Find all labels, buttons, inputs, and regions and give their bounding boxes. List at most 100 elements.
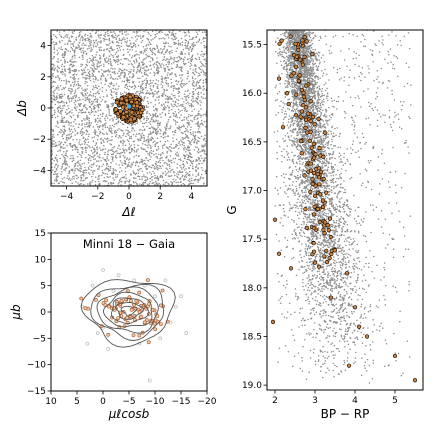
background-star	[175, 145, 177, 147]
background-star	[322, 109, 324, 112]
background-star	[108, 86, 111, 88]
background-star	[106, 162, 108, 165]
background-star	[102, 163, 105, 166]
background-star	[73, 121, 75, 123]
background-star	[193, 44, 195, 46]
background-star	[82, 137, 84, 139]
background-star	[153, 66, 155, 68]
background-star	[202, 85, 204, 88]
background-star	[106, 94, 108, 96]
background-star	[85, 123, 88, 126]
background-star	[148, 165, 150, 168]
background-star	[152, 79, 155, 82]
background-star	[78, 183, 80, 186]
background-star	[301, 85, 304, 87]
background-star	[52, 90, 55, 93]
background-star	[339, 176, 341, 178]
background-star	[205, 153, 207, 155]
background-star	[146, 79, 148, 82]
background-star	[74, 57, 76, 59]
background-star	[70, 133, 72, 135]
background-star	[130, 183, 132, 186]
background-star	[189, 46, 191, 48]
background-star	[60, 109, 63, 112]
background-star	[171, 182, 174, 184]
x-tick-label: −15	[172, 397, 191, 407]
background-star	[205, 169, 207, 172]
background-star	[343, 337, 346, 339]
background-star	[155, 82, 157, 85]
background-star	[353, 121, 355, 123]
background-star	[51, 67, 54, 69]
background-star	[195, 67, 197, 70]
background-star	[364, 168, 367, 170]
background-star	[199, 79, 202, 81]
background-star	[106, 126, 109, 128]
background-star	[154, 99, 157, 101]
background-star	[107, 68, 110, 71]
background-star	[187, 139, 189, 142]
background-star	[136, 70, 138, 73]
background-star	[191, 138, 194, 141]
background-star	[70, 128, 73, 131]
background-star	[107, 74, 109, 76]
background-star	[321, 217, 323, 219]
background-star	[65, 151, 68, 153]
background-star	[388, 233, 391, 236]
background-star	[193, 149, 196, 151]
background-star	[98, 46, 100, 49]
background-star	[149, 49, 152, 51]
background-star	[157, 120, 159, 122]
background-star	[280, 64, 283, 66]
background-star	[157, 51, 159, 54]
background-star	[90, 47, 93, 49]
background-star	[186, 129, 188, 131]
background-star	[116, 72, 119, 74]
background-star	[80, 134, 83, 136]
background-star	[171, 105, 173, 107]
background-star	[162, 172, 164, 174]
background-star	[200, 62, 203, 65]
background-star	[57, 87, 60, 89]
background-star	[144, 163, 147, 165]
background-star	[63, 181, 65, 184]
background-star	[77, 165, 79, 167]
background-star	[65, 138, 68, 141]
background-star	[153, 47, 155, 50]
background-star	[146, 81, 149, 83]
background-star	[187, 149, 189, 151]
background-star	[356, 35, 358, 37]
background-star	[77, 99, 79, 102]
background-star	[184, 44, 186, 46]
background-star	[59, 149, 61, 152]
background-star	[338, 135, 341, 138]
background-star	[203, 138, 205, 140]
background-star	[123, 37, 125, 39]
background-star	[70, 46, 72, 49]
background-star	[91, 64, 93, 66]
background-star	[313, 163, 316, 166]
background-star	[91, 75, 93, 77]
background-star	[185, 176, 188, 178]
background-star	[60, 146, 62, 149]
background-star	[320, 135, 322, 138]
background-star	[75, 123, 77, 125]
background-star	[120, 58, 122, 61]
background-star	[137, 175, 139, 177]
background-star	[82, 72, 84, 74]
background-star	[118, 171, 121, 173]
member-star	[118, 109, 123, 114]
background-star	[337, 100, 339, 103]
background-star	[146, 111, 148, 113]
background-star	[180, 57, 182, 59]
background-star	[171, 31, 173, 34]
background-star	[56, 69, 58, 71]
background-star	[358, 287, 361, 290]
background-star	[185, 148, 188, 151]
sky-x-ticks: −4 −2 0 2 4	[60, 186, 195, 202]
background-star	[107, 58, 110, 60]
background-star	[52, 85, 55, 87]
background-star	[134, 123, 136, 126]
background-star	[197, 181, 199, 183]
background-star	[170, 181, 172, 183]
